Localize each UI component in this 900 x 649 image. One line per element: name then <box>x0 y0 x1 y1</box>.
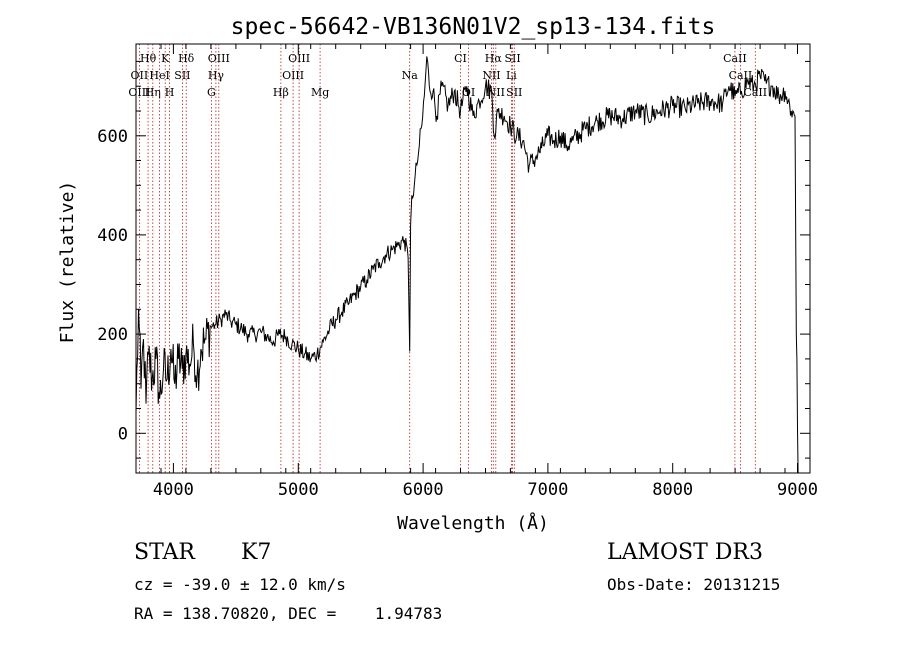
line-label-9: CaII <box>723 52 747 65</box>
line-label-15: NII <box>482 69 500 82</box>
plot-frame <box>135 43 811 474</box>
line-label-2: Hδ <box>178 52 195 65</box>
x-tick-label-0: 4000 <box>153 480 194 500</box>
redshift-text: cz = -39.0 ± 12.0 km/s <box>134 575 346 594</box>
line-label-1: K <box>161 52 170 65</box>
flux-series <box>135 56 799 474</box>
subclass-label: K7 <box>241 540 272 565</box>
emission-line-markers <box>138 44 756 473</box>
y-tick-label-3: 600 <box>97 127 128 147</box>
line-label-13: Hγ <box>208 69 225 82</box>
line-label-11: HeI <box>149 69 169 82</box>
x-tick-label-4: 8000 <box>652 480 693 500</box>
survey-label: LAMOST DR3 <box>607 540 763 565</box>
x-axis-ticks: 4000 5000 6000 7000 8000 9000 <box>135 44 818 500</box>
line-label-21: G <box>207 86 216 99</box>
line-label-8: SII <box>504 52 520 65</box>
line-label-18: OIII <box>128 86 150 99</box>
x-tick-label-1: 5000 <box>278 480 319 500</box>
line-label-3: OIII <box>208 52 230 65</box>
line-label-16: Li <box>506 69 517 82</box>
line-label-19: Hη <box>145 86 161 99</box>
line-label-22: Hβ <box>273 86 289 99</box>
y-tick-label-1: 200 <box>97 325 128 345</box>
line-label-6: CI <box>454 52 467 65</box>
y-tick-label-2: 400 <box>97 226 128 246</box>
chart-title: spec-56642-VB136N01V2_sp13-134.fits <box>231 14 716 40</box>
line-label-27: CaII <box>743 86 767 99</box>
line-label-5: Na <box>402 69 419 82</box>
line-label-12: SII <box>174 69 190 82</box>
series-line-0 <box>135 56 799 474</box>
line-label-14: OIII <box>282 69 304 82</box>
line-label-0: Hθ <box>140 52 157 65</box>
obs-date-text: Obs-Date: 20131215 <box>607 575 781 594</box>
y-tick-label-0: 0 <box>118 424 128 444</box>
line-label-10: OII <box>131 69 149 82</box>
x-tick-label-2: 6000 <box>403 480 444 500</box>
x-tick-label-3: 7000 <box>527 480 568 500</box>
coords-text: RA = 138.70820, DEC = 1.94783 <box>134 604 443 623</box>
class-label: STAR <box>134 540 195 565</box>
line-label-20: H <box>165 86 175 99</box>
line-label-26: SII <box>506 86 522 99</box>
x-axis-label: Wavelength (Å) <box>397 512 549 534</box>
line-label-23: Mg <box>311 86 329 99</box>
y-axis-ticks: 0 200 400 600 <box>97 60 810 459</box>
line-label-4: OIII <box>288 52 310 65</box>
line-label-7: Hα <box>485 52 503 65</box>
y-axis-label: Flux (relative) <box>57 181 78 344</box>
x-tick-label-5: 9000 <box>777 480 818 500</box>
